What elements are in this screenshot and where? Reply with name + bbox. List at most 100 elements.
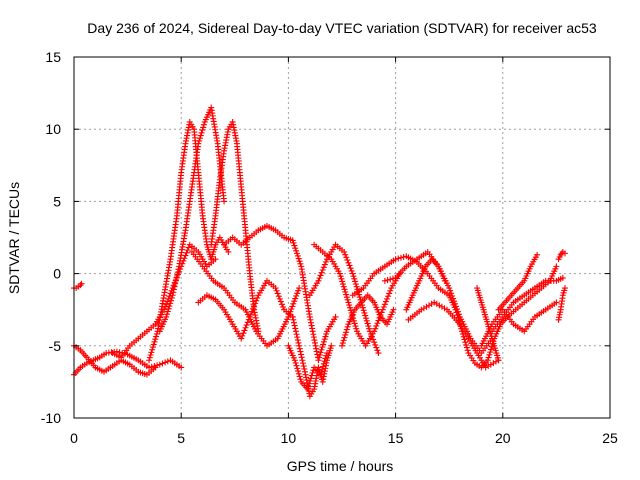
data-point	[141, 330, 148, 337]
data-point	[288, 306, 295, 313]
data-point	[133, 366, 140, 373]
data-point	[321, 358, 328, 365]
data-point	[150, 322, 157, 329]
data-point	[411, 257, 418, 264]
data-point	[351, 275, 358, 282]
data-point	[527, 294, 534, 301]
data-point	[371, 339, 378, 346]
data-point	[361, 309, 368, 316]
data-point	[343, 294, 350, 301]
data-point	[289, 313, 296, 320]
data-point	[274, 290, 281, 297]
data-point	[389, 275, 396, 282]
data-point	[170, 289, 177, 296]
data-point	[483, 359, 490, 366]
data-point	[219, 304, 226, 311]
data-point	[487, 323, 494, 330]
data-point	[307, 377, 314, 384]
data-point	[438, 303, 445, 310]
data-point	[198, 129, 205, 136]
data-point	[436, 302, 443, 309]
data-point	[356, 294, 363, 301]
data-point	[273, 287, 280, 294]
data-point	[307, 319, 314, 326]
data-point	[420, 305, 427, 312]
data-point	[296, 345, 303, 352]
x-tick-label: 0	[70, 430, 78, 446]
data-point	[395, 255, 402, 262]
data-point	[197, 260, 204, 267]
data-point	[77, 282, 84, 289]
data-point	[323, 350, 330, 357]
data-point	[331, 316, 338, 323]
data-point	[188, 186, 195, 193]
data-point	[214, 137, 221, 144]
data-point	[347, 307, 354, 314]
data-point	[175, 266, 182, 273]
y-tick-label: -5	[49, 338, 62, 354]
data-point	[323, 330, 330, 337]
data-point	[242, 224, 249, 231]
data-point	[153, 330, 160, 337]
data-point	[299, 360, 306, 367]
data-point	[342, 331, 349, 338]
data-point	[353, 283, 360, 290]
data-point	[240, 305, 247, 312]
data-point	[352, 281, 359, 288]
data-point	[540, 308, 547, 315]
data-point	[94, 355, 101, 362]
data-point	[286, 311, 293, 318]
data-point	[488, 346, 495, 353]
chart-title: Day 236 of 2024, Sidereal Day-to-day VTE…	[87, 20, 597, 36]
data-point	[173, 215, 180, 222]
data-point	[174, 269, 181, 276]
data-point	[292, 295, 299, 302]
data-point	[164, 308, 171, 315]
data-point	[322, 355, 329, 362]
data-point	[166, 258, 173, 265]
data-point	[107, 364, 114, 371]
data-point	[220, 150, 227, 157]
data-point	[384, 277, 391, 284]
data-point	[280, 303, 287, 310]
data-point	[200, 124, 207, 131]
data-point	[440, 275, 447, 282]
data-point	[165, 305, 172, 312]
data-point	[298, 351, 305, 358]
data-point	[519, 293, 526, 300]
data-point	[343, 329, 350, 336]
data-point	[290, 300, 297, 307]
data-point	[347, 265, 354, 272]
data-point	[319, 366, 326, 373]
data-point	[125, 345, 132, 352]
data-point	[216, 179, 223, 186]
data-point	[172, 280, 179, 287]
data-point	[146, 354, 153, 361]
data-point	[147, 351, 154, 358]
data-point	[458, 325, 465, 332]
data-point	[519, 301, 526, 308]
data-point	[293, 331, 300, 338]
data-point	[176, 363, 183, 370]
data-point	[254, 294, 261, 301]
data-point	[343, 326, 350, 333]
data-point	[386, 290, 393, 297]
data-point	[366, 325, 373, 332]
data-point	[296, 258, 303, 265]
data-point	[252, 300, 259, 307]
data-point	[331, 244, 338, 251]
data-point	[152, 336, 159, 343]
data-point	[208, 275, 215, 282]
data-point	[500, 301, 507, 308]
y-tick-label: 5	[53, 193, 61, 209]
data-point	[426, 302, 433, 309]
grid-lines	[74, 57, 610, 418]
data-point	[240, 330, 247, 337]
data-point	[296, 285, 303, 292]
data-point	[339, 340, 346, 347]
data-point	[353, 325, 360, 332]
data-point	[199, 127, 206, 134]
data-point	[477, 297, 484, 304]
data-point	[116, 353, 123, 360]
data-point	[292, 325, 299, 332]
